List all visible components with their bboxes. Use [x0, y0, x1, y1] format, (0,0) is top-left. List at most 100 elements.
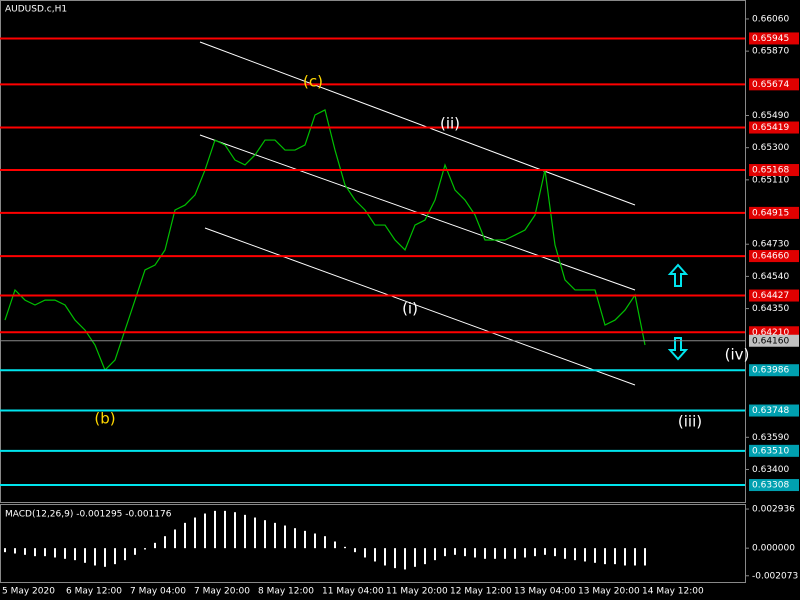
macd-bar: [584, 548, 586, 562]
macd-bar: [74, 548, 76, 561]
y-tick-label: 0.002936: [752, 505, 795, 515]
level-tag: [749, 479, 799, 492]
y-tick-label: 0.63590: [752, 433, 789, 443]
level-label: 0.64915: [752, 208, 789, 218]
level-tag: [749, 404, 799, 417]
macd-bar: [234, 512, 236, 549]
macd-bar: [284, 525, 286, 549]
macd-bar: [564, 548, 566, 559]
level-label: 0.64660: [752, 252, 789, 262]
macd-bar: [144, 548, 146, 550]
macd-bar: [374, 548, 376, 562]
price-pane: [0, 0, 746, 503]
level-tag: [749, 250, 799, 263]
macd-bar: [464, 548, 466, 557]
current-price-label: 0.64160: [752, 336, 789, 346]
level-label: 0.63308: [752, 481, 789, 491]
macd-bar: [84, 548, 86, 563]
macd-bar: [44, 548, 46, 557]
macd-bar: [524, 548, 526, 558]
macd-bar: [104, 548, 106, 567]
macd-bar: [504, 548, 506, 559]
macd-pane: [0, 504, 746, 583]
macd-bar: [244, 514, 246, 549]
macd-bar: [624, 548, 626, 566]
y-tick-label: 0.65110: [752, 175, 789, 185]
macd-bar: [394, 548, 396, 569]
level-tag: [749, 206, 799, 219]
time-label: 7 May 20:00: [194, 587, 250, 597]
macd-bar: [274, 522, 276, 549]
macd-bar: [174, 529, 176, 549]
macd-bar: [324, 536, 326, 549]
y-tick-label: 0.64730: [752, 240, 789, 250]
macd-bar: [254, 517, 256, 549]
wave-label: (i): [402, 300, 418, 318]
up-arrow: [667, 263, 689, 287]
level-label: 0.64210: [752, 328, 789, 338]
macd-bar: [124, 548, 126, 561]
macd-bar: [184, 522, 186, 549]
macd-bar: [614, 548, 616, 565]
y-tick-label: 0.64350: [752, 304, 789, 314]
level-tag: [749, 364, 799, 377]
y-tick-label: 0.65300: [752, 143, 789, 153]
macd-bar: [494, 548, 496, 559]
macd-bar: [24, 548, 26, 555]
macd-bar: [4, 548, 6, 553]
macd-bar: [264, 520, 266, 549]
time-label: 14 May 12:00: [642, 587, 704, 597]
macd-bar: [534, 548, 536, 557]
time-label: 7 May 04:00: [130, 587, 186, 597]
macd-bar: [224, 510, 226, 549]
macd-bar: [354, 548, 356, 553]
time-label: 8 May 12:00: [258, 587, 314, 597]
wave-label: (b): [94, 410, 115, 428]
y-tick-label: 0.63400: [752, 465, 789, 475]
wave-label: (iv): [725, 346, 750, 364]
level-tag: [749, 444, 799, 457]
macd-bar: [34, 548, 36, 557]
macd-bar: [544, 548, 546, 555]
time-label: 11 May 04:00: [322, 587, 384, 597]
level-label: 0.65168: [752, 166, 789, 176]
macd-title: MACD(12,26,9) -0.001295 -0.001176: [5, 510, 172, 520]
level-tag: [749, 121, 799, 134]
y-tick-label: 0.000000: [752, 544, 795, 554]
price-line: [4, 109, 646, 372]
level-tag: [749, 78, 799, 91]
level-label: 0.65674: [752, 80, 789, 90]
macd-bar: [574, 548, 576, 561]
y-tick-label: 0.65870: [752, 47, 789, 57]
down-arrow: [667, 337, 689, 361]
channel-line: [204, 227, 636, 386]
level-label: 0.63510: [752, 446, 789, 456]
macd-bar: [54, 548, 56, 558]
macd-bar: [364, 548, 366, 558]
current-price-tag: [749, 334, 799, 347]
level-label: 0.63986: [752, 366, 789, 376]
macd-bar: [304, 530, 306, 549]
y-tick-label: -0.002073: [752, 571, 798, 581]
macd-bar: [454, 548, 456, 555]
macd-bar: [554, 548, 556, 557]
time-label: 11 May 20:00: [386, 587, 448, 597]
time-label: 5 May 2020: [2, 587, 55, 597]
macd-bar: [414, 548, 416, 567]
time-label: 13 May 20:00: [578, 587, 640, 597]
macd-bar: [634, 548, 636, 566]
macd-bar: [204, 513, 206, 549]
level-tag: [749, 32, 799, 45]
macd-bar: [134, 548, 136, 555]
macd-bar: [404, 548, 406, 570]
level-label: 0.64427: [752, 291, 789, 301]
macd-bar: [194, 517, 196, 549]
macd-bar: [114, 548, 116, 565]
macd-bar: [314, 533, 316, 549]
macd-bar: [514, 548, 516, 559]
level-label: 0.65945: [752, 34, 789, 44]
macd-bar: [164, 536, 166, 549]
macd-bar: [604, 548, 606, 565]
